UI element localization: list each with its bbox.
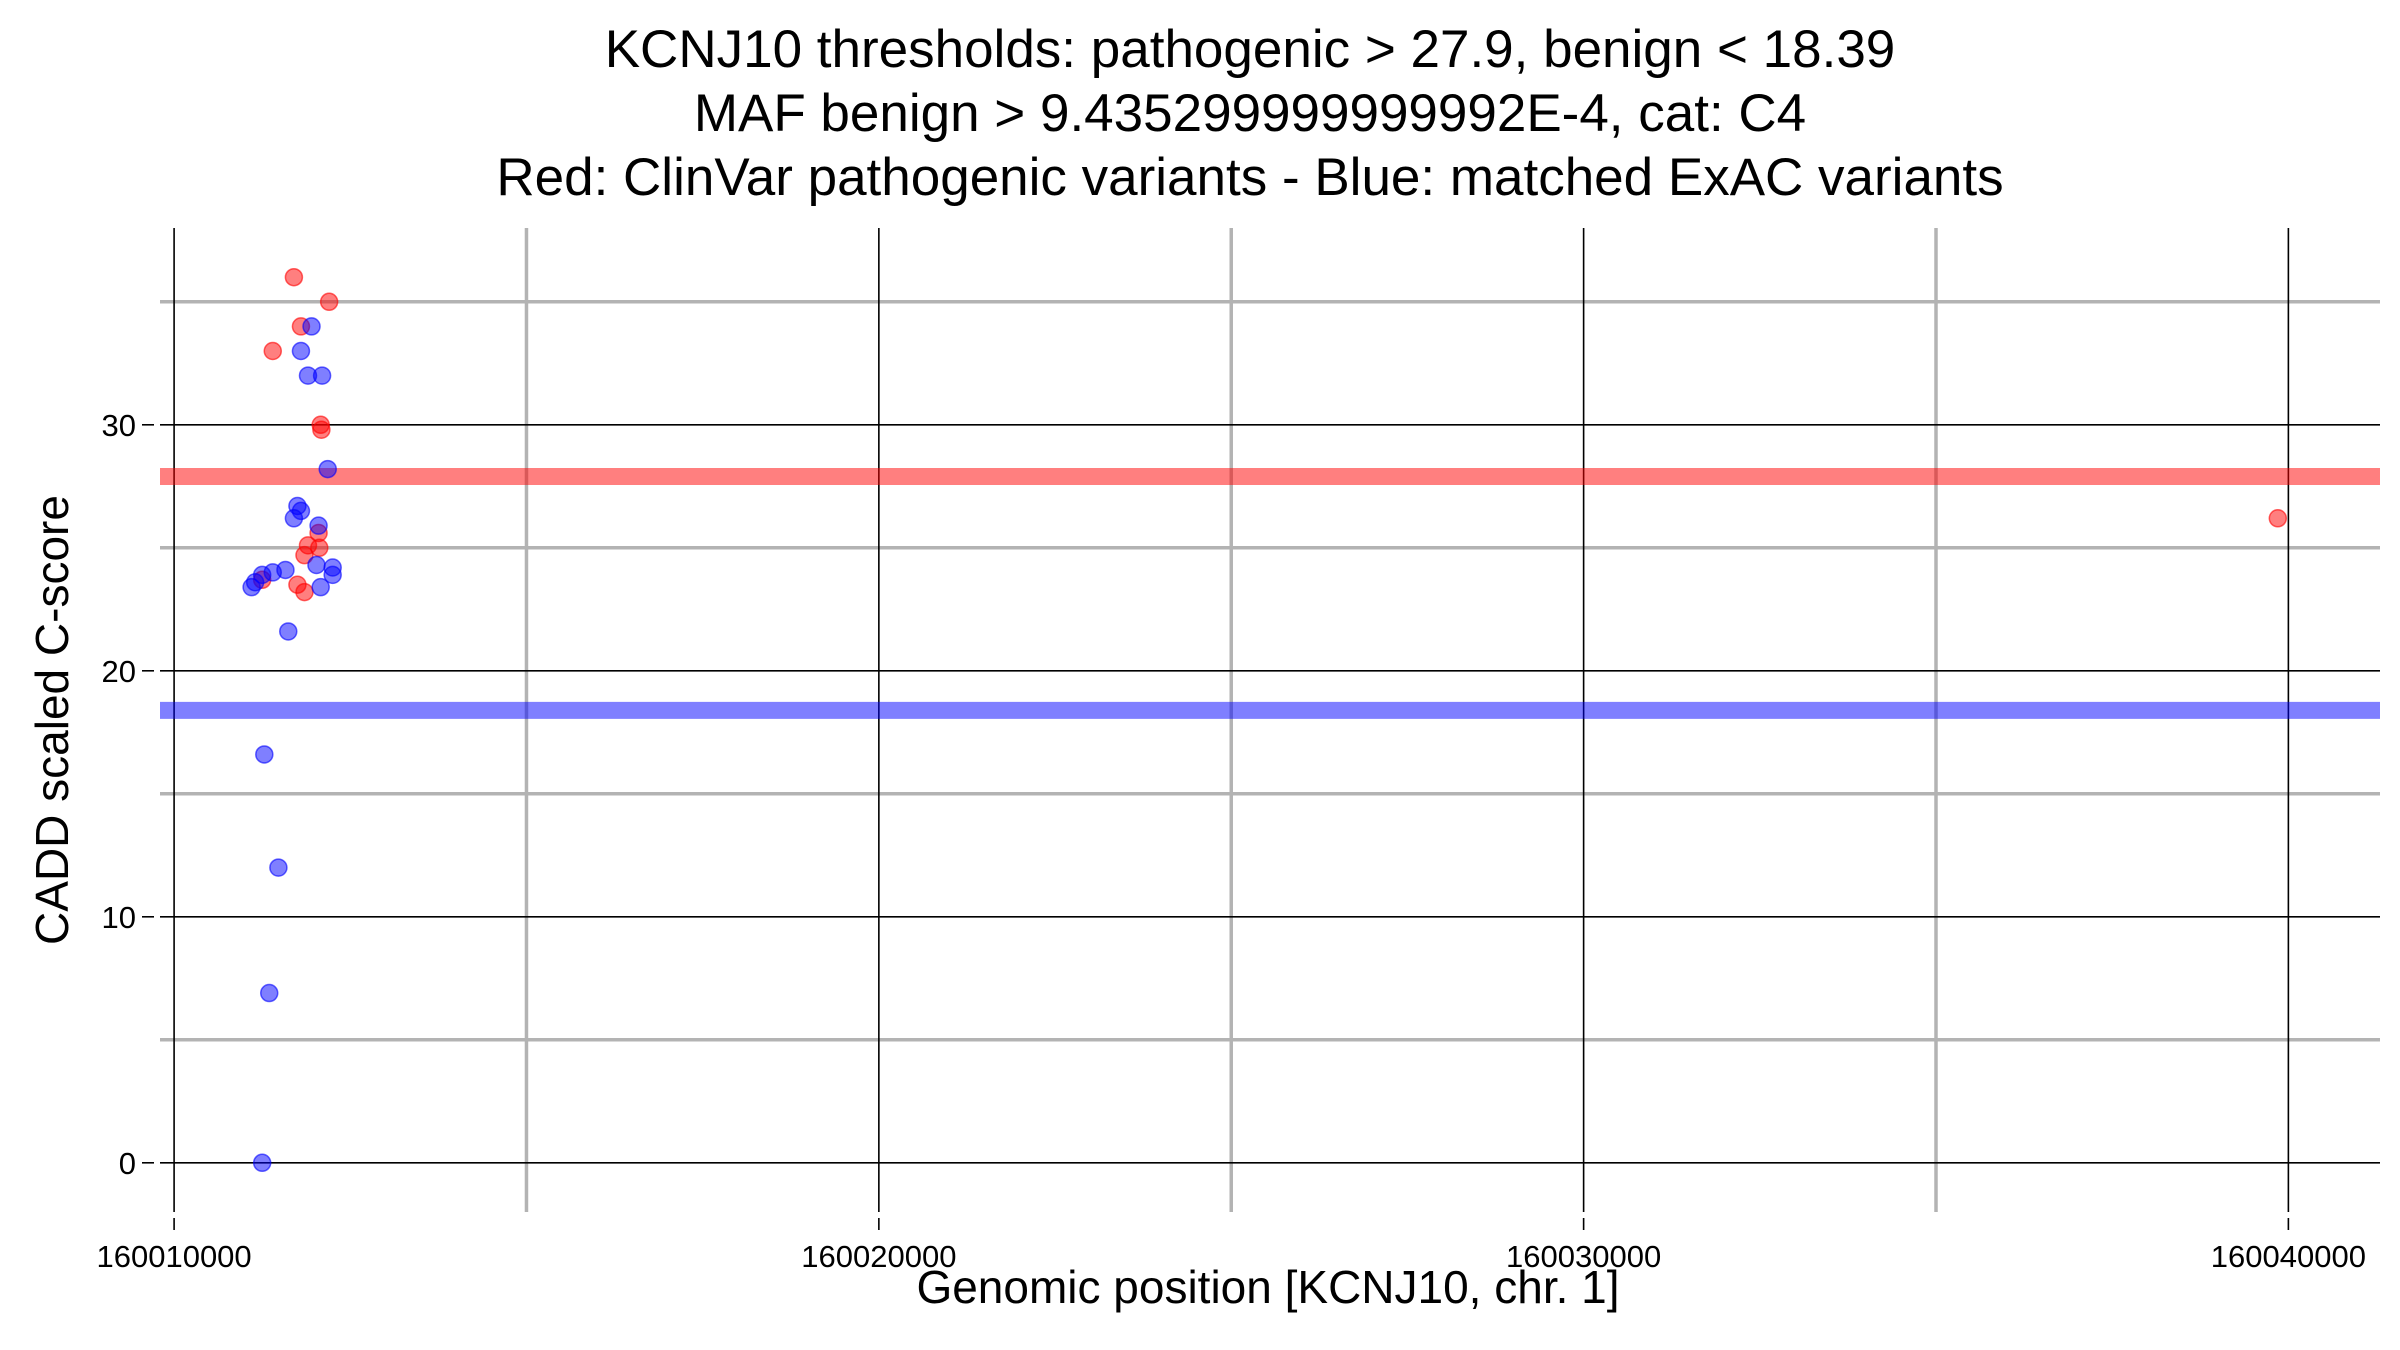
data-point-series-1 [307, 555, 326, 575]
x-tick-label: 160010000 [97, 1239, 252, 1274]
data-point-series-1 [311, 577, 330, 597]
x-tick-label: 160040000 [2211, 1239, 2366, 1274]
data-point-series-1 [302, 317, 321, 336]
chart-title-line-3: Red: ClinVar pathogenic variants - Blue:… [496, 148, 2004, 207]
data-point-series-0 [312, 420, 331, 439]
data-point-series-1 [312, 366, 332, 385]
data-point-series-1 [309, 516, 328, 535]
data-point-series-1 [279, 622, 298, 641]
data-point-series-1 [318, 459, 337, 479]
data-point-series-1 [291, 341, 311, 361]
data-point-series-0 [319, 292, 339, 312]
x-tick-label: 160020000 [801, 1239, 956, 1274]
data-point-series-0 [295, 582, 314, 602]
chart-title-line-2: MAF benign > 9.435299999999992E-4, cat: … [693, 84, 1807, 143]
data-point-series-1 [252, 1153, 272, 1173]
data-point-series-1 [284, 509, 304, 528]
x-axis-title: Genomic position [KCNJ10, chr. 1] [916, 1261, 1619, 1313]
data-point-series-0 [2268, 509, 2288, 528]
data-point-series-1 [323, 565, 342, 585]
y-tick-label: 30 [102, 408, 136, 443]
data-point-series-0 [295, 545, 314, 565]
data-point-series-1 [242, 577, 261, 597]
y-tick-label: 0 [119, 1146, 136, 1181]
y-axis-title: CADD scaled C-score [26, 495, 78, 945]
data-point-series-1 [255, 745, 274, 764]
y-tick-label: 20 [102, 654, 136, 689]
data-point-series-0 [284, 267, 304, 287]
data-point-series-1 [259, 983, 279, 1003]
data-point-series-0 [263, 341, 283, 361]
chart-title-line-1: KCNJ10 thresholds: pathogenic > 27.9, be… [604, 20, 1896, 79]
y-tick-label: 10 [102, 900, 136, 935]
x-tick-label: 160030000 [1506, 1239, 1661, 1274]
data-point-series-1 [269, 858, 288, 877]
